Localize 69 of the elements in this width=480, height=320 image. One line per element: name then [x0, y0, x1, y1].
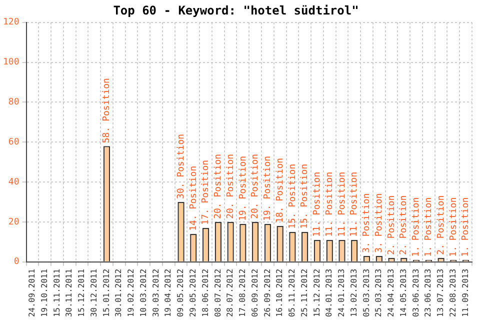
y-tick-label: 80: [8, 98, 20, 108]
x-tick-label: 26.09.2012: [262, 268, 272, 318]
x-tick-label: 19.02.2012: [126, 268, 136, 318]
x-tick-label: 30.01.2012: [114, 268, 124, 318]
x-tick-label: 24.09.2011: [28, 268, 37, 318]
y-tick-label: 40: [8, 177, 20, 188]
x-tick-label: 22.08.2013: [448, 268, 458, 318]
data-label: 30. Position: [176, 134, 186, 199]
data-label: 15. Position: [288, 164, 298, 229]
data-label: 2. Position: [399, 195, 410, 255]
data-label: 2. Position: [386, 195, 397, 255]
data-label: 17. Position: [201, 160, 212, 225]
data-label: 15. Position: [300, 164, 310, 229]
x-tick-label: 19.04.2012: [164, 268, 173, 318]
x-tick-label: 04.01.2013: [324, 268, 334, 318]
x-tick-label: 30.03.2012: [151, 268, 160, 318]
x-tick-label: 14.05.2013: [398, 268, 408, 318]
x-tick-label: 23.06.2013: [424, 268, 433, 318]
data-label: 19. Position: [238, 156, 248, 221]
x-tick-label: 05.03.2013: [362, 268, 371, 318]
x-tick-label: 15.11.2011: [52, 268, 62, 318]
x-tick-label: 24.04.2013: [386, 268, 396, 318]
x-tick-label: 16.10.2012: [275, 268, 284, 318]
x-tick-label: 13.07.2013: [436, 268, 446, 318]
data-label: 11. Position: [324, 172, 335, 237]
x-tick-label: 03.06.2013: [411, 268, 420, 318]
data-label: 14. Position: [188, 166, 199, 231]
x-tick-label: 30.12.2011: [89, 268, 98, 318]
x-tick-label: 19.10.2011: [40, 268, 49, 318]
y-tick-label: 20: [8, 217, 20, 228]
x-tick-label: 18.06.2012: [200, 268, 210, 318]
x-tick-label: 30.11.2011: [64, 268, 74, 318]
data-label: 1. Position: [412, 197, 422, 257]
x-tick-label: 05.11.2012: [288, 268, 297, 318]
data-label: 20. Position: [250, 154, 261, 219]
data-label: 1. Position: [448, 197, 459, 257]
x-tick-label: 25.03.2013: [374, 268, 384, 318]
data-label: 18. Position: [275, 158, 286, 223]
y-tick-label: 120: [2, 18, 20, 28]
data-label: 1. Position: [461, 197, 472, 257]
x-tick-label: 25.11.2012: [300, 268, 309, 318]
data-label: 1. Position: [424, 197, 434, 257]
data-label: 58. Position: [102, 78, 112, 144]
data-label: 11. Position: [337, 172, 348, 237]
x-tick-label: 06.09.2012: [250, 268, 260, 318]
x-tick-label: 15.12.2012: [312, 268, 322, 318]
x-tick-label: 24.01.2013: [337, 268, 346, 318]
data-label: 3. Position: [362, 193, 372, 253]
x-tick-label: 28.07.2012: [226, 268, 235, 318]
data-label: 11. Position: [350, 172, 360, 237]
y-tick-label: 60: [8, 137, 20, 148]
x-tick-label: 11.09.2013: [460, 268, 470, 318]
y-tick-label: 0: [14, 257, 20, 268]
data-label: 11. Position: [312, 172, 323, 237]
x-tick-label: 10.03.2012: [138, 268, 148, 318]
data-label: 20. Position: [214, 154, 224, 219]
x-tick-label: 09.05.2012: [176, 268, 186, 318]
data-label: 20. Position: [226, 154, 236, 219]
x-tick-label: 15.12.2011: [77, 268, 86, 318]
data-label: 3. Position: [374, 193, 384, 253]
y-tick-label: 100: [2, 58, 20, 68]
x-tick-label: 15.01.2012: [102, 268, 111, 318]
x-tick-label: 13.02.2013: [349, 268, 358, 318]
data-label: 19. Position: [263, 156, 274, 221]
x-tick-label: 29.05.2012: [188, 268, 198, 318]
x-tick-label: 17.08.2012: [238, 268, 248, 318]
data-label: 2. Position: [436, 195, 446, 255]
chart-title: Top 60 - Keyword: "hotel südtirol": [113, 3, 359, 18]
x-tick-label: 08.07.2012: [213, 268, 222, 318]
